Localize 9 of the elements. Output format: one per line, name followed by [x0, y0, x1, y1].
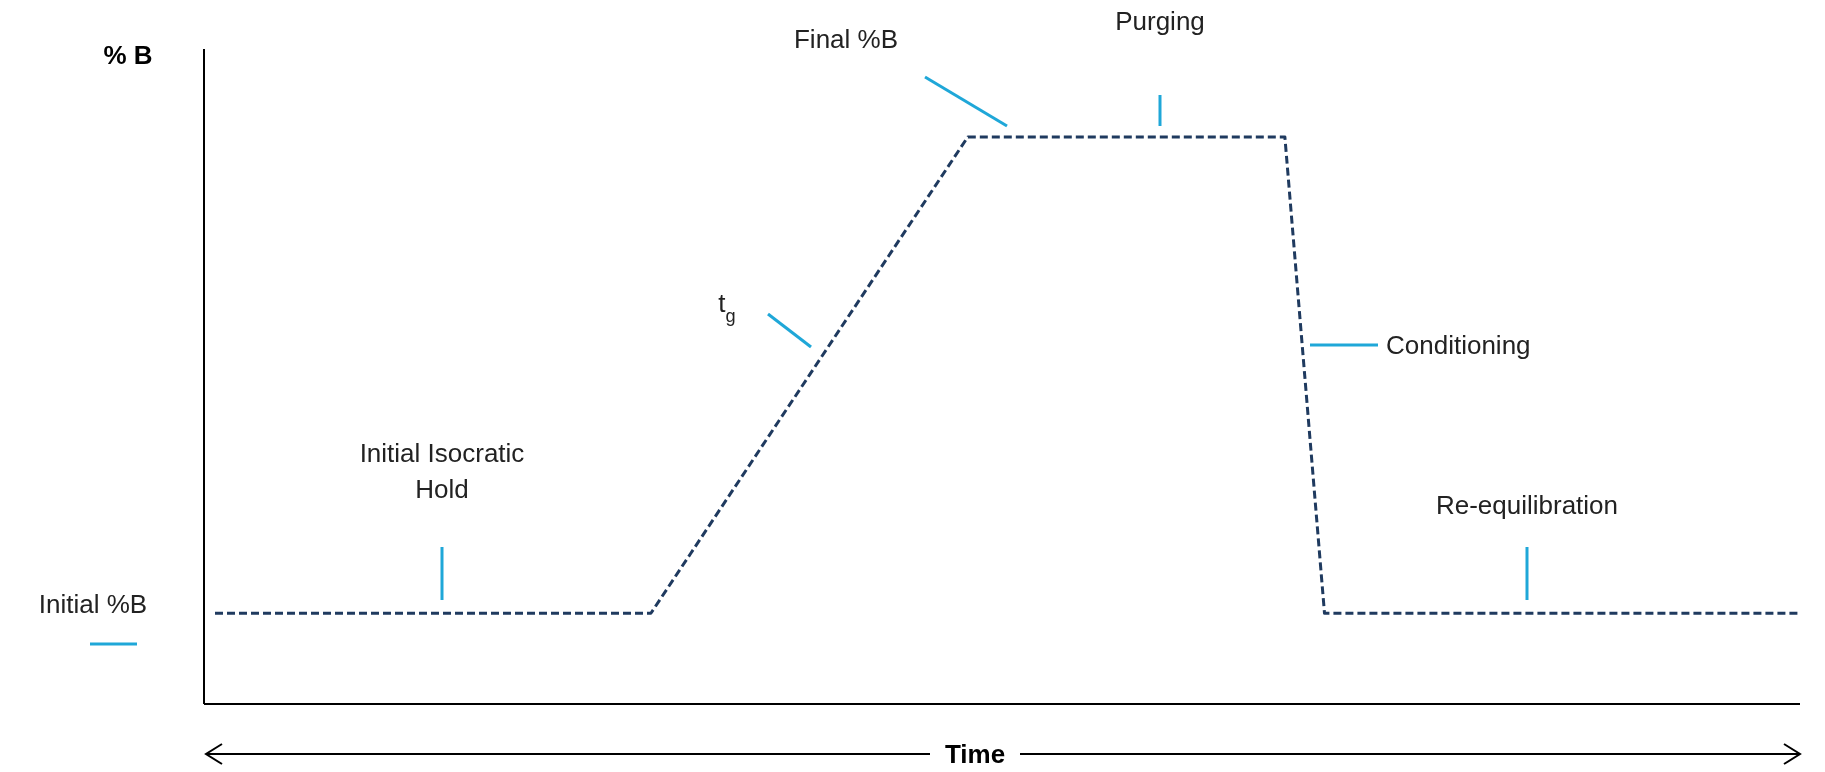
annotation: Initial Isocratic Hold [359, 438, 525, 504]
text: Final %B [793, 24, 899, 54]
x-axis-title: Time [944, 739, 1006, 769]
annotation: Re-equilibration [1435, 490, 1619, 520]
annotation: Conditioning [1386, 330, 1531, 360]
annotation: t$_{g}$ [718, 288, 736, 326]
text: Purging [1115, 6, 1205, 36]
text: Initial %B [38, 589, 148, 619]
y-axis-title: % B [103, 40, 153, 70]
